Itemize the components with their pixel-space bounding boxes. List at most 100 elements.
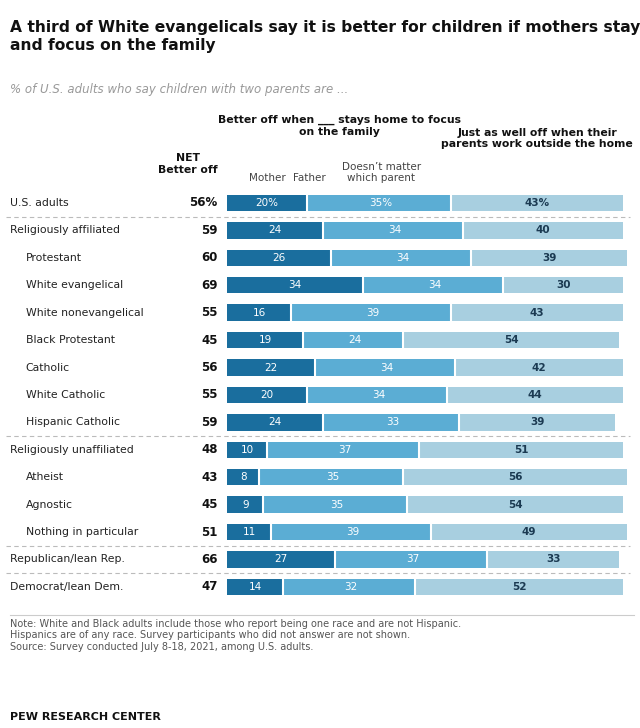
Text: U.S. adults: U.S. adults — [10, 198, 68, 208]
Text: 37: 37 — [339, 445, 352, 455]
Text: Democrat/lean Dem.: Democrat/lean Dem. — [10, 582, 123, 592]
Bar — [463, 222, 623, 239]
Text: Religiously affiliated: Religiously affiliated — [10, 226, 120, 235]
Bar — [227, 442, 268, 458]
Text: Better off when ___ stays home to focus
on the family: Better off when ___ stays home to focus … — [218, 115, 461, 137]
Text: 54: 54 — [508, 499, 522, 510]
Text: 34: 34 — [381, 363, 394, 373]
Bar — [291, 304, 295, 321]
Bar — [503, 277, 623, 293]
Bar — [307, 387, 311, 403]
Text: 39: 39 — [347, 527, 360, 537]
Text: 24: 24 — [269, 417, 282, 427]
Bar — [268, 496, 407, 513]
Bar — [227, 387, 307, 403]
Text: Religiously unaffiliated: Religiously unaffiliated — [10, 445, 133, 455]
Bar — [403, 469, 627, 486]
Text: Black Protestant: Black Protestant — [26, 335, 115, 345]
Text: 51: 51 — [514, 445, 529, 455]
Bar — [227, 250, 332, 266]
Text: 42: 42 — [532, 363, 547, 373]
Bar — [335, 250, 471, 266]
Bar — [307, 332, 403, 348]
Text: 9: 9 — [242, 499, 248, 510]
Bar — [227, 496, 263, 513]
Text: 39: 39 — [530, 417, 545, 427]
Bar — [227, 524, 271, 540]
Text: Mother: Mother — [249, 173, 285, 183]
Text: Atheist: Atheist — [26, 472, 63, 482]
Text: Just as well off when their
parents work outside the home: Just as well off when their parents work… — [442, 127, 633, 149]
Text: 11: 11 — [243, 527, 256, 537]
Bar — [263, 469, 403, 486]
Text: Note: White and Black adults include those who report being one race and are not: Note: White and Black adults include tho… — [10, 619, 461, 652]
Text: A third of White evangelicals say it is better for children if mothers stay home: A third of White evangelicals say it is … — [10, 20, 640, 53]
Bar — [268, 442, 271, 458]
Text: 34: 34 — [397, 253, 410, 263]
Bar — [407, 496, 623, 513]
Text: 35: 35 — [326, 472, 340, 482]
Text: 20%: 20% — [256, 198, 278, 208]
Bar — [227, 222, 323, 239]
Text: 8: 8 — [240, 472, 246, 482]
Text: 19: 19 — [259, 335, 272, 345]
Bar — [283, 579, 287, 595]
Text: 60: 60 — [201, 251, 218, 264]
Bar — [327, 414, 460, 430]
Text: 14: 14 — [248, 582, 262, 592]
Text: Protestant: Protestant — [26, 253, 82, 263]
Bar — [275, 524, 431, 540]
Bar — [227, 469, 259, 486]
Text: 34: 34 — [289, 280, 302, 290]
Bar — [403, 332, 620, 348]
Text: 56: 56 — [508, 472, 522, 482]
Bar — [227, 195, 307, 211]
Bar — [227, 332, 303, 348]
Text: 43%: 43% — [525, 198, 550, 208]
Bar — [295, 304, 451, 321]
Text: 34: 34 — [388, 226, 402, 235]
Text: 55: 55 — [201, 389, 218, 401]
Bar — [323, 414, 327, 430]
Text: 56%: 56% — [189, 197, 218, 210]
Text: 47: 47 — [201, 580, 218, 593]
Text: 39: 39 — [367, 308, 380, 317]
Bar — [332, 250, 335, 266]
Bar — [460, 414, 615, 430]
Text: 27: 27 — [275, 555, 288, 564]
Text: 52: 52 — [512, 582, 527, 592]
Bar — [327, 222, 463, 239]
Bar — [287, 579, 415, 595]
Text: 20: 20 — [260, 390, 274, 400]
Bar — [307, 195, 311, 211]
Text: 59: 59 — [201, 416, 218, 429]
Text: 10: 10 — [241, 445, 254, 455]
Text: 33: 33 — [387, 417, 400, 427]
Bar — [447, 387, 623, 403]
Bar — [315, 360, 319, 376]
Text: 22: 22 — [264, 363, 278, 373]
Text: 49: 49 — [522, 527, 536, 537]
Text: 43: 43 — [530, 308, 545, 317]
Text: White nonevangelical: White nonevangelical — [26, 308, 143, 317]
Text: % of U.S. adults who say children with two parents are ...: % of U.S. adults who say children with t… — [10, 83, 348, 96]
Text: Nothing in particular: Nothing in particular — [26, 527, 138, 537]
Bar — [227, 414, 323, 430]
Text: NET
Better off: NET Better off — [158, 153, 218, 175]
Text: 24: 24 — [349, 335, 362, 345]
Text: 16: 16 — [253, 308, 266, 317]
Bar — [271, 442, 419, 458]
Text: 45: 45 — [201, 498, 218, 511]
Text: Father: Father — [293, 173, 326, 183]
Bar — [339, 551, 487, 568]
Bar — [319, 360, 455, 376]
Bar — [227, 277, 364, 293]
Text: 48: 48 — [201, 443, 218, 456]
Text: Agnostic: Agnostic — [26, 499, 72, 510]
Text: 54: 54 — [504, 335, 518, 345]
Text: 34: 34 — [372, 390, 386, 400]
Bar — [303, 332, 307, 348]
Text: PEW RESEARCH CENTER: PEW RESEARCH CENTER — [10, 712, 161, 722]
Text: 35: 35 — [331, 499, 344, 510]
Text: 59: 59 — [201, 224, 218, 237]
